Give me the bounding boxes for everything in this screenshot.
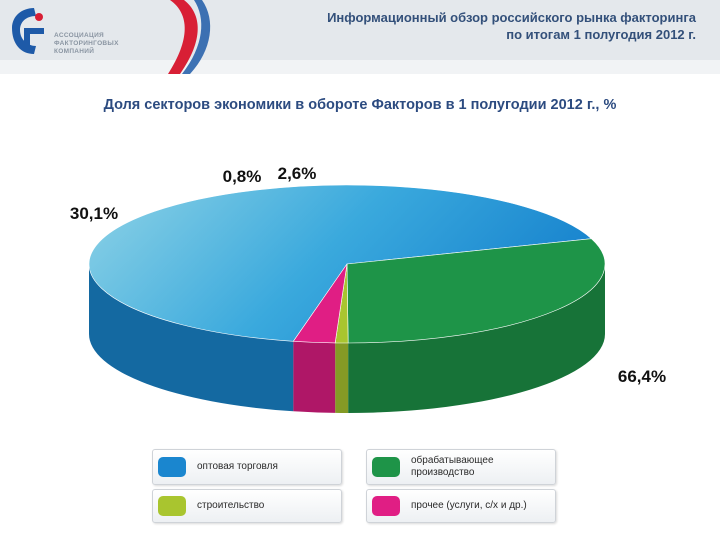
logo-mark-icon [12,8,44,54]
legend-swatch-0 [158,457,186,477]
legend-swatch-3 [372,496,400,516]
pie-label-3: 2,6% [278,164,317,183]
pie-slice-1 [346,238,606,344]
legend-label-line: обрабатывающее [411,455,494,466]
logo-line-2: ФАКТОРИНГОВЫХ [54,40,119,47]
legend-label-3: прочее (услуги, с/х и др.) [411,500,527,512]
pie-label-2: 0,8% [223,167,262,186]
legend-item-2: строительство [152,489,342,523]
legend-label-line: строительство [197,500,265,511]
legend-item-0: оптовая торговля [152,449,342,485]
legend-label-line: производство [411,467,475,478]
logo-text: АССОЦИАЦИЯ ФАКТОРИНГОВЫХ КОМПАНИЙ [54,32,119,56]
pie-side-2 [335,342,349,413]
legend-item-3: прочее (услуги, с/х и др.) [366,489,556,523]
pie-label-0: 66,4% [618,367,666,386]
document-title-line-2: по итогам 1 полугодия 2012 г. [506,27,696,42]
legend-label-1: обрабатывающее производство [411,455,494,479]
header-bar: АССОЦИАЦИЯ ФАКТОРИНГОВЫХ КОМПАНИЙ Информ… [0,0,720,74]
pie-label-1: 30,1% [70,204,118,223]
chart-title: Доля секторов экономики в обороте Фактор… [103,97,617,113]
legend-swatch-2 [158,496,186,516]
legend-swatch-1 [372,457,400,477]
document-title-line-1: Информационный обзор российского рынка ф… [327,10,696,25]
logo-line-3: КОМПАНИЙ [54,48,95,55]
pie-side-0 [89,264,294,412]
legend-label-0: оптовая торговля [197,461,278,473]
document-title: Информационный обзор российского рынка ф… [327,9,696,43]
legend-label-2: строительство [197,500,264,512]
pie-slice-3 [292,263,348,344]
legend-label-line: оптовая торговля [197,461,278,472]
legend-label-line: прочее (услуги, с/х и др.) [411,500,527,511]
header-decoration [168,0,211,74]
pie-side-1 [348,264,605,413]
logo: АССОЦИАЦИЯ ФАКТОРИНГОВЫХ КОМПАНИЙ [6,6,156,70]
pie-side-3 [293,341,336,413]
pie-slice-0 [88,184,593,342]
legend-item-1: обрабатывающее производство [366,449,556,485]
logo-line-1: АССОЦИАЦИЯ [54,32,105,39]
